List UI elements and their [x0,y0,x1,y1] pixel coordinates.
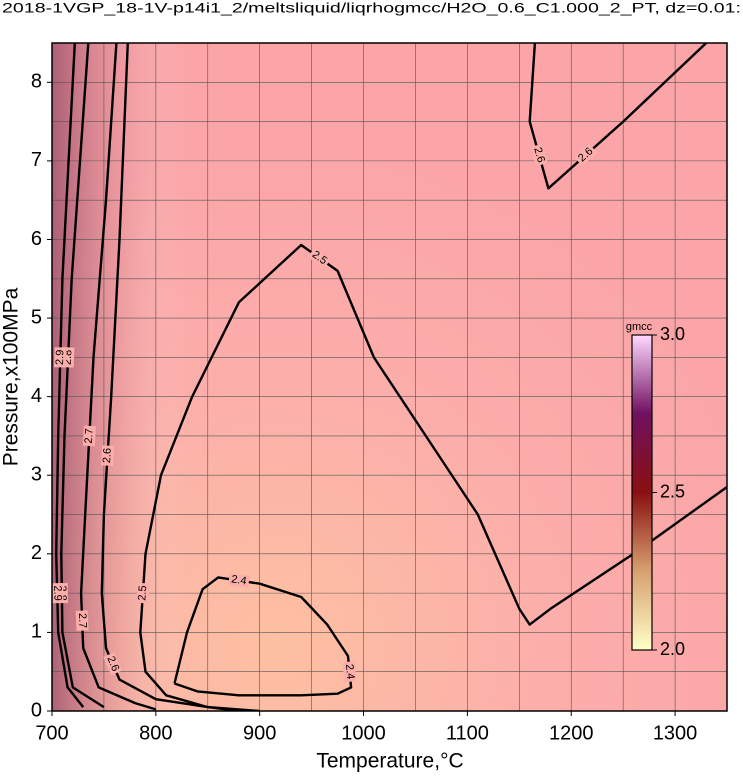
axes: 700 800 900 1000 1100 1200 1300 0 1 2 3 4 5 6 7 8 [31,71,697,745]
plot-frame [51,42,728,712]
y-tick-label: 3 [31,464,42,486]
contour-label: 2.4 [343,663,356,679]
y-tick-label: 8 [31,71,42,93]
y-tick-label: 6 [31,228,42,250]
contour-label-group: 2.6 [103,652,123,676]
colorbar-tick-label: 2.0 [660,639,685,659]
colorbar-gradient [631,334,653,651]
colorbar-tick-label: 3.0 [660,324,685,344]
contour-label-box [52,582,64,604]
x-tick-label: 1200 [549,722,594,744]
x-tick-label: 1300 [653,722,698,744]
x-tick-label: 900 [243,722,276,744]
contour-label-box [530,143,548,167]
y-tick-label: 2 [31,542,42,564]
contour-line [173,576,353,697]
contour-line [79,43,157,711]
grid [52,43,727,711]
contour-label-group: 2.7 [82,425,96,447]
colorbar-label: gmcc [626,321,653,333]
contour-label: 2.5 [136,585,149,601]
colorbar-tick-label: 2.5 [660,481,685,501]
contour-label-box [136,582,150,604]
contour-label-group: 2.4 [342,661,357,683]
x-tick-label: 1000 [341,722,386,744]
contour-label: 2.7 [76,613,89,629]
contour-label-box [103,652,123,676]
x-tick-label: 1100 [446,722,489,744]
contour-line [100,43,240,711]
contour-label: 2.6 [104,654,121,673]
contour-label-group: 2.6 [100,445,115,466]
contour-label-box [574,143,598,167]
contour-label-group: 2.9 [54,347,67,368]
x-axis-label: Temperature,°C [316,750,463,773]
contour-label-box [54,347,67,368]
y-tick-label: 1 [31,621,42,643]
contour-label-group: 2.9 [51,582,64,604]
contour-label-box [307,247,332,269]
y-tick-label: 0 [31,699,42,721]
contour-label: 2.9 [54,350,66,366]
contour-label-group: 2.5 [136,582,150,604]
contour-label: 2.6 [531,146,547,164]
contour-label: 2.4 [230,573,247,587]
y-axis-label: Pressure,x100MPa [0,287,23,466]
contour-line [55,43,85,708]
y-tick-label: 7 [31,149,42,171]
contour-label-box [75,610,89,631]
contour-label: 2.6 [101,448,114,464]
chart-title: 2018-1VGP_18-1V-p14i1_2/meltsliquid/liqr… [2,0,741,16]
plot-shading [52,43,727,711]
contour-label-box [228,573,250,588]
contour-line [60,43,105,709]
contour-label-box [82,425,96,447]
y-tick-label: 5 [31,306,42,328]
contour-line [139,243,727,711]
x-tick-label: 800 [139,722,172,744]
contour-line [528,43,708,190]
contour-label: 2.9 [51,585,63,601]
y-tick-label: 4 [31,385,42,407]
contour-label-group: 2.6 [530,143,548,167]
contour-label-group: 2.4 [228,573,250,588]
x-tick-label: 700 [35,722,68,744]
contour-label: 2.7 [83,428,96,444]
contour-label-box [100,445,115,466]
colorbar: gmcc 2.0 2.5 3.0 [626,321,685,659]
contour-label-box [342,661,357,683]
contour-label-group: 2.7 [75,610,89,631]
contours: 2.42.42.52.52.62.62.62.62.72.72.82.82.92… [51,43,727,711]
